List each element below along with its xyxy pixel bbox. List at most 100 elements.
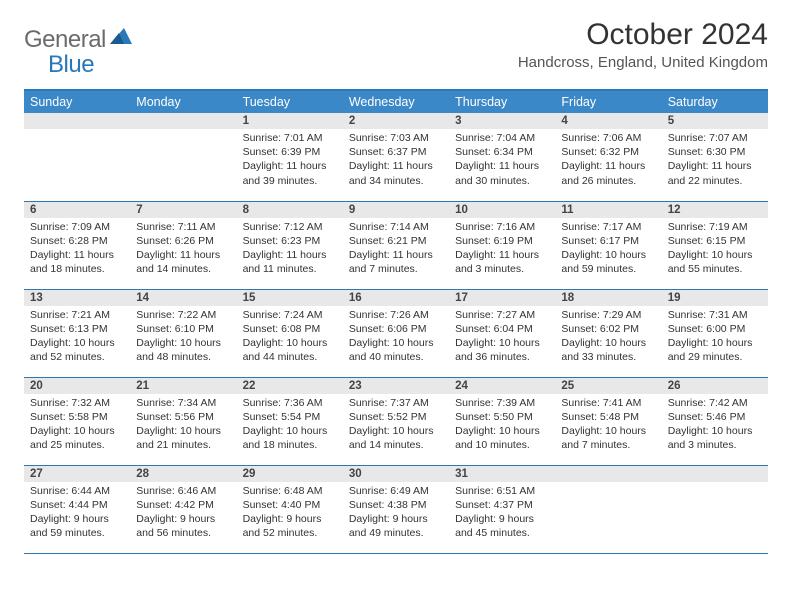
day-details: Sunrise: 7:17 AMSunset: 6:17 PMDaylight:… [555, 218, 661, 281]
calendar-day-cell: 9Sunrise: 7:14 AMSunset: 6:21 PMDaylight… [343, 201, 449, 289]
calendar-head: SundayMondayTuesdayWednesdayThursdayFrid… [24, 90, 768, 113]
day-number: 13 [24, 290, 130, 306]
calendar-day-cell: 20Sunrise: 7:32 AMSunset: 5:58 PMDayligh… [24, 377, 130, 465]
calendar-day-cell: 26Sunrise: 7:42 AMSunset: 5:46 PMDayligh… [662, 377, 768, 465]
calendar-day-cell: 22Sunrise: 7:36 AMSunset: 5:54 PMDayligh… [237, 377, 343, 465]
day-number: 8 [237, 202, 343, 218]
day-number: 27 [24, 466, 130, 482]
calendar-empty-cell [662, 465, 768, 553]
calendar-week-row: 6Sunrise: 7:09 AMSunset: 6:28 PMDaylight… [24, 201, 768, 289]
location: Handcross, England, United Kingdom [518, 54, 768, 71]
weekday-header: Wednesday [343, 90, 449, 113]
day-details: Sunrise: 7:01 AMSunset: 6:39 PMDaylight:… [237, 129, 343, 192]
day-details: Sunrise: 6:46 AMSunset: 4:42 PMDaylight:… [130, 482, 236, 545]
day-number-bar [24, 113, 130, 129]
calendar-day-cell: 8Sunrise: 7:12 AMSunset: 6:23 PMDaylight… [237, 201, 343, 289]
logo-triangle-icon [110, 26, 132, 49]
calendar-day-cell: 31Sunrise: 6:51 AMSunset: 4:37 PMDayligh… [449, 465, 555, 553]
day-number: 20 [24, 378, 130, 394]
day-number: 30 [343, 466, 449, 482]
day-number: 26 [662, 378, 768, 394]
calendar-day-cell: 21Sunrise: 7:34 AMSunset: 5:56 PMDayligh… [130, 377, 236, 465]
calendar-day-cell: 15Sunrise: 7:24 AMSunset: 6:08 PMDayligh… [237, 289, 343, 377]
day-number: 14 [130, 290, 236, 306]
day-details: Sunrise: 7:36 AMSunset: 5:54 PMDaylight:… [237, 394, 343, 457]
calendar-day-cell: 24Sunrise: 7:39 AMSunset: 5:50 PMDayligh… [449, 377, 555, 465]
day-details: Sunrise: 7:42 AMSunset: 5:46 PMDaylight:… [662, 394, 768, 457]
weekday-header: Tuesday [237, 90, 343, 113]
day-details: Sunrise: 7:41 AMSunset: 5:48 PMDaylight:… [555, 394, 661, 457]
day-number: 12 [662, 202, 768, 218]
day-number: 17 [449, 290, 555, 306]
day-number: 11 [555, 202, 661, 218]
day-details: Sunrise: 7:12 AMSunset: 6:23 PMDaylight:… [237, 218, 343, 281]
weekday-header: Friday [555, 90, 661, 113]
day-number: 3 [449, 113, 555, 129]
day-number: 21 [130, 378, 236, 394]
day-details: Sunrise: 7:26 AMSunset: 6:06 PMDaylight:… [343, 306, 449, 369]
weekday-header: Saturday [662, 90, 768, 113]
calendar-day-cell: 16Sunrise: 7:26 AMSunset: 6:06 PMDayligh… [343, 289, 449, 377]
calendar-week-row: 13Sunrise: 7:21 AMSunset: 6:13 PMDayligh… [24, 289, 768, 377]
calendar-week-row: 27Sunrise: 6:44 AMSunset: 4:44 PMDayligh… [24, 465, 768, 553]
day-details: Sunrise: 7:04 AMSunset: 6:34 PMDaylight:… [449, 129, 555, 192]
day-details: Sunrise: 7:39 AMSunset: 5:50 PMDaylight:… [449, 394, 555, 457]
day-number: 6 [24, 202, 130, 218]
day-details: Sunrise: 7:24 AMSunset: 6:08 PMDaylight:… [237, 306, 343, 369]
day-number-bar [130, 113, 236, 129]
day-details: Sunrise: 7:14 AMSunset: 6:21 PMDaylight:… [343, 218, 449, 281]
day-number: 5 [662, 113, 768, 129]
calendar-day-cell: 11Sunrise: 7:17 AMSunset: 6:17 PMDayligh… [555, 201, 661, 289]
logo: General [24, 26, 134, 54]
day-details: Sunrise: 7:09 AMSunset: 6:28 PMDaylight:… [24, 218, 130, 281]
calendar-day-cell: 1Sunrise: 7:01 AMSunset: 6:39 PMDaylight… [237, 113, 343, 201]
day-details: Sunrise: 7:06 AMSunset: 6:32 PMDaylight:… [555, 129, 661, 192]
day-details: Sunrise: 6:48 AMSunset: 4:40 PMDaylight:… [237, 482, 343, 545]
calendar-day-cell: 2Sunrise: 7:03 AMSunset: 6:37 PMDaylight… [343, 113, 449, 201]
day-details: Sunrise: 7:32 AMSunset: 5:58 PMDaylight:… [24, 394, 130, 457]
calendar-day-cell: 23Sunrise: 7:37 AMSunset: 5:52 PMDayligh… [343, 377, 449, 465]
day-details: Sunrise: 6:44 AMSunset: 4:44 PMDaylight:… [24, 482, 130, 545]
day-details: Sunrise: 7:11 AMSunset: 6:26 PMDaylight:… [130, 218, 236, 281]
calendar-day-cell: 4Sunrise: 7:06 AMSunset: 6:32 PMDaylight… [555, 113, 661, 201]
day-number: 15 [237, 290, 343, 306]
day-number-bar [555, 466, 661, 482]
calendar-day-cell: 10Sunrise: 7:16 AMSunset: 6:19 PMDayligh… [449, 201, 555, 289]
day-details: Sunrise: 7:27 AMSunset: 6:04 PMDaylight:… [449, 306, 555, 369]
calendar-empty-cell [24, 113, 130, 201]
calendar-day-cell: 12Sunrise: 7:19 AMSunset: 6:15 PMDayligh… [662, 201, 768, 289]
day-number: 4 [555, 113, 661, 129]
calendar-week-row: 20Sunrise: 7:32 AMSunset: 5:58 PMDayligh… [24, 377, 768, 465]
day-number: 10 [449, 202, 555, 218]
month-title: October 2024 [518, 18, 768, 52]
day-details: Sunrise: 7:29 AMSunset: 6:02 PMDaylight:… [555, 306, 661, 369]
calendar-day-cell: 30Sunrise: 6:49 AMSunset: 4:38 PMDayligh… [343, 465, 449, 553]
day-details: Sunrise: 6:49 AMSunset: 4:38 PMDaylight:… [343, 482, 449, 545]
weekday-header: Sunday [24, 90, 130, 113]
day-details: Sunrise: 7:21 AMSunset: 6:13 PMDaylight:… [24, 306, 130, 369]
calendar-day-cell: 25Sunrise: 7:41 AMSunset: 5:48 PMDayligh… [555, 377, 661, 465]
calendar-day-cell: 5Sunrise: 7:07 AMSunset: 6:30 PMDaylight… [662, 113, 768, 201]
day-details: Sunrise: 7:22 AMSunset: 6:10 PMDaylight:… [130, 306, 236, 369]
day-number: 24 [449, 378, 555, 394]
day-details: Sunrise: 7:34 AMSunset: 5:56 PMDaylight:… [130, 394, 236, 457]
calendar-day-cell: 7Sunrise: 7:11 AMSunset: 6:26 PMDaylight… [130, 201, 236, 289]
day-details: Sunrise: 7:31 AMSunset: 6:00 PMDaylight:… [662, 306, 768, 369]
calendar-day-cell: 28Sunrise: 6:46 AMSunset: 4:42 PMDayligh… [130, 465, 236, 553]
calendar-empty-cell [130, 113, 236, 201]
calendar-day-cell: 27Sunrise: 6:44 AMSunset: 4:44 PMDayligh… [24, 465, 130, 553]
weekday-header: Monday [130, 90, 236, 113]
day-number-bar [662, 466, 768, 482]
day-number: 7 [130, 202, 236, 218]
day-number: 18 [555, 290, 661, 306]
day-number: 29 [237, 466, 343, 482]
day-details: Sunrise: 7:16 AMSunset: 6:19 PMDaylight:… [449, 218, 555, 281]
day-number: 9 [343, 202, 449, 218]
day-number: 19 [662, 290, 768, 306]
weekday-header: Thursday [449, 90, 555, 113]
day-details: Sunrise: 7:37 AMSunset: 5:52 PMDaylight:… [343, 394, 449, 457]
calendar-body: 1Sunrise: 7:01 AMSunset: 6:39 PMDaylight… [24, 113, 768, 553]
calendar-day-cell: 17Sunrise: 7:27 AMSunset: 6:04 PMDayligh… [449, 289, 555, 377]
day-details: Sunrise: 7:19 AMSunset: 6:15 PMDaylight:… [662, 218, 768, 281]
day-details: Sunrise: 7:03 AMSunset: 6:37 PMDaylight:… [343, 129, 449, 192]
